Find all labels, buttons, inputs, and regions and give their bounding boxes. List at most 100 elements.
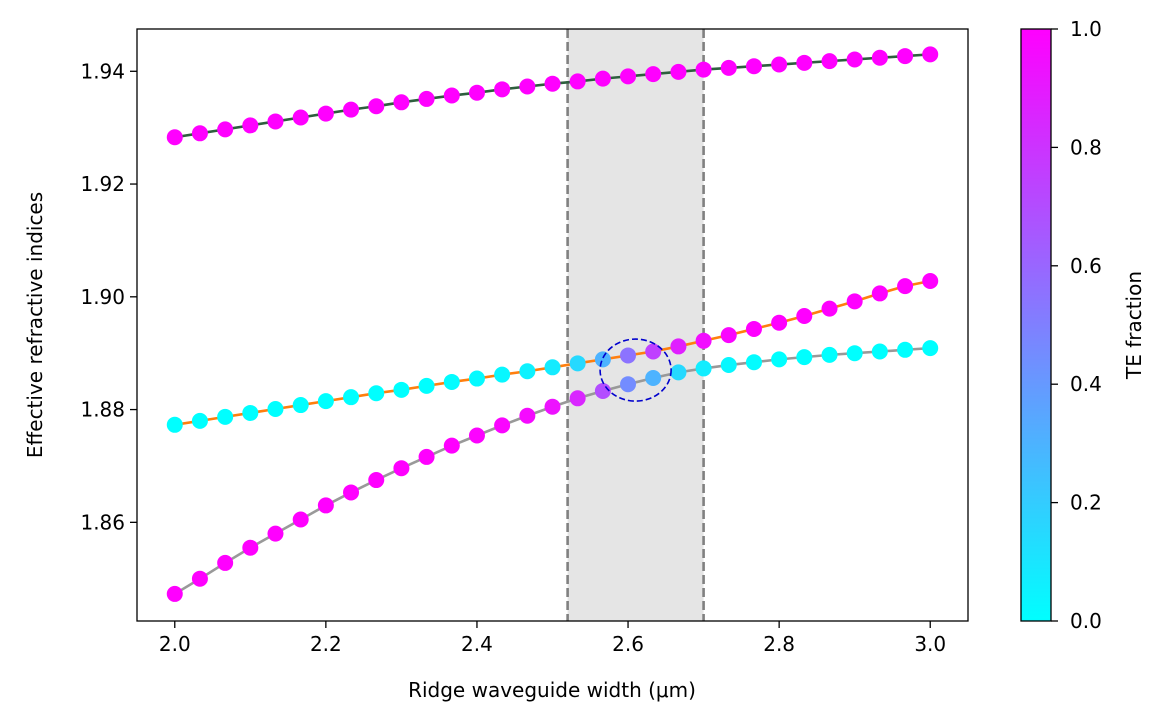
series-2-point [670, 338, 687, 355]
series-2-point [343, 389, 360, 406]
series-2-point [418, 377, 435, 394]
series-2-point [317, 393, 334, 410]
series-2-point [166, 416, 183, 433]
series-1-point [393, 94, 410, 111]
y-tick-label: 1.88 [80, 398, 125, 422]
series-3-point [670, 364, 687, 381]
series-3-point [846, 345, 863, 362]
series-3-point [745, 354, 762, 371]
series-3-point [620, 376, 637, 393]
series-2-point [695, 332, 712, 349]
series-3-point [343, 484, 360, 501]
series-1-point [217, 121, 234, 138]
series-3-point [267, 525, 284, 542]
series-3-point [468, 427, 485, 444]
series-1-point [191, 125, 208, 142]
series-1-point [166, 129, 183, 146]
y-axis-label: Effective refractive indices [23, 192, 47, 458]
series-3-point [897, 341, 914, 358]
colorbar-tick-label: 0.2 [1070, 491, 1102, 515]
series-2-point [242, 404, 259, 421]
colorbar-tick-label: 1.0 [1070, 17, 1102, 41]
series-1-point [368, 98, 385, 115]
series-1-point [846, 51, 863, 68]
series-3-point [922, 340, 939, 357]
series-2-point [191, 412, 208, 429]
series-2-point [217, 408, 234, 425]
series-3-point [695, 360, 712, 377]
series-3-point [720, 357, 737, 374]
y-axis: 1.86 1.88 1.90 1.92 1.94 [80, 59, 137, 534]
series-1-point [670, 63, 687, 80]
y-tick-label: 1.90 [80, 285, 125, 309]
series-3-point [217, 554, 234, 571]
series-1-point [594, 70, 611, 87]
series-3-point [443, 437, 460, 454]
series-1-point [519, 78, 536, 95]
series-3-point [494, 417, 511, 434]
series-2-point [468, 370, 485, 387]
series-1-point [922, 46, 939, 63]
series-3-point [393, 460, 410, 477]
series-1-point [418, 90, 435, 107]
series-1-point [645, 66, 662, 83]
series-2-point [443, 373, 460, 390]
series-2-point [871, 285, 888, 302]
series-2-point [594, 351, 611, 368]
series-2-point [897, 278, 914, 295]
series-2-point [745, 320, 762, 337]
series-1-point [569, 73, 586, 90]
series-2-point [796, 307, 813, 324]
x-tick-label: 2.8 [763, 632, 795, 656]
series-3-point [191, 570, 208, 587]
series-2-point [821, 300, 838, 317]
x-tick-label: 3.0 [914, 632, 946, 656]
series-1-point [620, 68, 637, 85]
series-3-point [871, 343, 888, 360]
series-2-point [569, 355, 586, 372]
colorbar-tick-label: 0.4 [1070, 372, 1102, 396]
series-1-point [317, 105, 334, 122]
x-axis-label: Ridge waveguide width (μm) [408, 678, 696, 702]
series-3-point [292, 511, 309, 528]
series-3-point [166, 585, 183, 602]
shaded-region [567, 29, 704, 621]
series-3-point [317, 497, 334, 514]
x-tick-label: 2.4 [461, 632, 493, 656]
series-1-point [242, 117, 259, 134]
series-1-point [871, 49, 888, 66]
series-3-point [645, 369, 662, 386]
series-2-point [544, 359, 561, 376]
series-3-point [821, 346, 838, 363]
series-1-point [821, 53, 838, 70]
x-tick-label: 2.2 [310, 632, 342, 656]
series-1-point [468, 84, 485, 101]
crossing-highlight-circle [599, 338, 672, 402]
series-1-point [745, 58, 762, 75]
series-3-point [368, 472, 385, 489]
series-1-point [443, 87, 460, 104]
series-2-point [620, 347, 637, 364]
series-1-point [796, 54, 813, 71]
series-3-point [569, 390, 586, 407]
series-2-point [922, 273, 939, 290]
colorbar-gradient [1020, 28, 1052, 622]
series-1-point [544, 75, 561, 92]
series-3-point [544, 398, 561, 415]
colorbar-label: TE fraction [1122, 271, 1146, 380]
x-tick-label: 2.0 [159, 632, 191, 656]
series-2-point [846, 293, 863, 310]
series-3-point [418, 448, 435, 465]
colorbar-tick-label: 0.0 [1070, 609, 1102, 633]
series-2-point [494, 366, 511, 383]
series-2-point [393, 381, 410, 398]
series-1-point [695, 61, 712, 78]
series-1-point [267, 113, 284, 130]
series-1-point [343, 101, 360, 118]
series-1-point [720, 59, 737, 76]
series-1-point [292, 109, 309, 126]
x-tick-label: 2.6 [612, 632, 644, 656]
series-3-point [242, 539, 259, 556]
series-1-point [771, 56, 788, 73]
